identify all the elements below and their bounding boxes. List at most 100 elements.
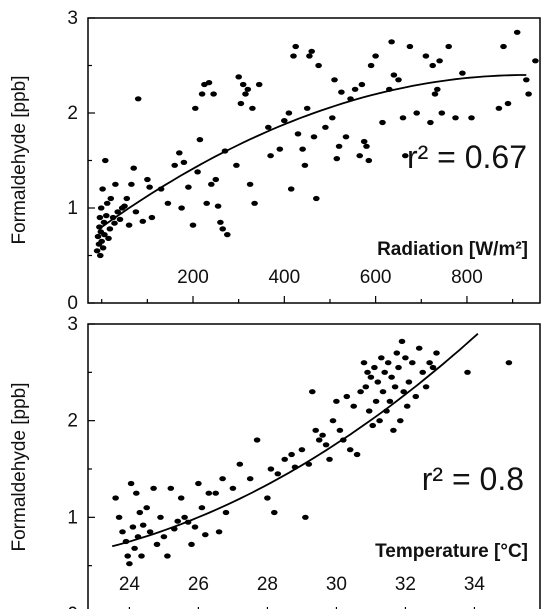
radiation-r2-annotation: r² = 0.67 [407,139,527,175]
radiation-data-point [276,146,284,152]
temperature-data-point [384,360,392,366]
radiation-x-tick-label: 800 [451,267,483,288]
temperature-x-tick-label: 28 [257,574,278,595]
temperature-r2-annotation: r² = 0.8 [422,461,524,497]
temperature-data-point [371,364,378,371]
radiation-data-point [500,43,507,50]
temperature-data-point [124,553,131,559]
radiation-data-point [422,53,430,59]
radiation-data-point [367,62,375,69]
temperature-data-point [390,427,397,433]
radiation-panel: 0 1 2 3 200 400 600 800 Formaldehyde [ppb] Radi… [9,8,541,314]
temperature-points [112,338,513,567]
radiation-data-point [148,214,156,221]
radiation-data-point [164,200,172,206]
temperature-y-axis-label: Formaldehyde [ppb] [9,383,30,552]
temperature-data-point [212,490,219,496]
radiation-data-point [180,159,188,165]
radiation-data-point [121,203,128,209]
temperature-data-point [346,447,354,453]
temperature-data-point [246,476,254,482]
radiation-data-point [294,131,302,137]
temperature-data-point [353,451,361,458]
temperature-data-point [412,393,420,400]
temperature-data-point [126,561,133,567]
temperature-data-point [288,451,295,458]
radiation-data-point [237,100,245,107]
temperature-ticks [88,323,476,609]
radiation-data-point [315,62,322,69]
radiation-data-point [189,222,197,228]
temperature-data-point [174,518,181,524]
radiation-data-point [310,134,318,140]
radiation-data-point [301,162,309,168]
radiation-data-point [112,181,119,187]
radiation-data-point [242,91,249,97]
radiation-data-point [459,70,466,76]
temperature-data-point [326,456,333,462]
temperature-x-tick-label: 32 [395,574,416,595]
temperature-data-point [464,369,471,375]
radiation-data-point [116,216,124,222]
radiation-data-point [306,53,313,59]
radiation-data-point [123,195,131,202]
temperature-x-tick-label: 26 [188,574,209,595]
temperature-data-point [167,485,175,491]
radiation-y-tick-label: 2 [67,103,78,124]
radiation-data-point [438,110,446,116]
radiation-data-point [358,81,366,88]
temperature-data-point [143,505,150,511]
temperature-data-point [146,529,154,535]
temperature-data-point [379,389,387,395]
radiation-data-point [290,53,297,59]
temperature-x-tick-label: 34 [464,574,486,595]
radiation-data-point [185,184,192,190]
radiation-data-point [103,200,111,206]
radiation-fit-curve [101,74,527,228]
radiation-data-point [210,91,217,97]
radiation-data-point [192,105,199,111]
temperature-fit-curve [111,333,479,548]
radiation-data-point [388,39,395,45]
radiation-data-point [97,252,104,259]
radiation-data-point [212,176,220,183]
radiation-data-point [176,150,183,156]
temperature-data-point [409,360,416,366]
temperature-y-tick-label: 2 [67,411,78,432]
radiation-data-point [96,224,103,230]
radiation-data-point [144,176,151,183]
temperature-data-point [365,408,373,414]
radiation-data-point [217,219,224,225]
radiation-data-point [308,48,316,54]
radiation-data-point [132,209,140,215]
temperature-data-point [362,384,370,390]
radiation-data-point [114,209,121,215]
radiation-data-point [208,181,215,187]
temperature-data-point [133,490,140,496]
radiation-data-point [255,81,263,88]
radiation-data-point [338,89,345,95]
radiation-y-tick-label: 3 [67,8,78,29]
radiation-data-point [99,245,107,251]
temperature-data-point [191,524,199,530]
temperature-data-point [271,509,278,516]
radiation-data-point [139,218,147,224]
temperature-data-point [131,545,138,551]
temperature-data-point [319,432,326,438]
radiation-data-point [125,222,133,228]
temperature-data-point [150,485,157,491]
temperature-data-point [138,553,145,559]
temperature-x-tick-label: 24 [119,574,141,595]
temperature-data-point [426,360,433,366]
radiation-data-point [244,86,252,92]
temperature-panel: 0 1 2 3 24 26 28 30 32 34 Formaldehyde [ppb] Temp… [9,314,541,609]
radiation-data-point [356,153,364,159]
radiation-data-point [178,205,185,211]
temperature-data-point [312,427,320,433]
radiation-data-point [103,213,110,219]
temperature-data-point [253,437,261,443]
temperature-data-point [360,360,368,366]
radiation-data-point [329,115,336,121]
radiation-data-point [130,165,137,171]
